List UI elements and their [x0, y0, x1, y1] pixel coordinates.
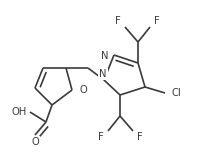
Text: O: O	[31, 137, 39, 147]
Text: OH: OH	[12, 107, 27, 117]
Text: F: F	[115, 16, 121, 26]
Text: N: N	[102, 51, 109, 61]
Text: N: N	[99, 69, 107, 79]
Text: Cl: Cl	[171, 88, 181, 98]
Text: F: F	[137, 132, 143, 142]
Text: O: O	[79, 85, 87, 95]
Text: F: F	[98, 132, 104, 142]
Text: F: F	[154, 16, 160, 26]
